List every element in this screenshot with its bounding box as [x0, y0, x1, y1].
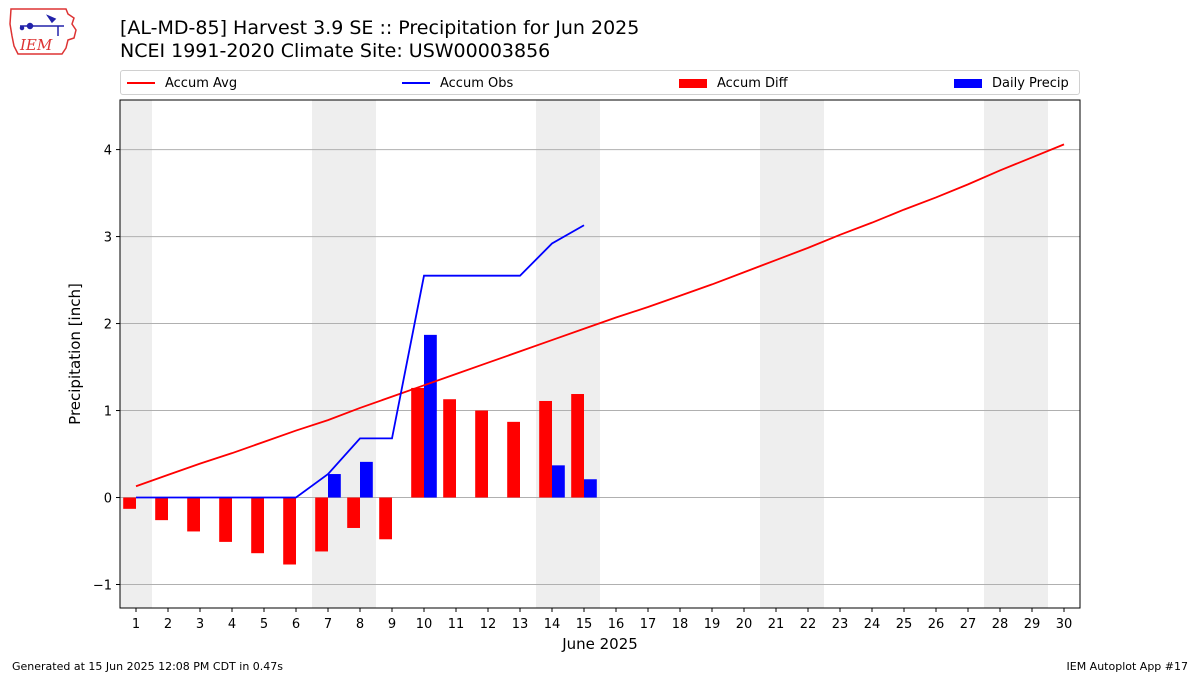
- x-tick-label: 4: [228, 617, 236, 632]
- legend-item-accum-avg: Accum Avg: [127, 73, 237, 93]
- legend-label-accum-obs: Accum Obs: [440, 75, 514, 91]
- legend-swatch-accum-diff: [679, 78, 707, 88]
- x-tick-label: 10: [416, 617, 433, 632]
- weekend-band-3: [760, 100, 824, 608]
- x-tick-label: 6: [292, 617, 300, 632]
- x-axis: 1 2 3 4 5 6 7 8 9 10 11 12 13 14 15 16 17 18 19 20 21 22 23 24 2…: [132, 608, 1072, 632]
- legend-swatch-accum-avg: [127, 82, 155, 84]
- weekend-band-0: [120, 100, 152, 608]
- x-tick-label: 18: [672, 617, 689, 632]
- y-tick-label: 4: [104, 144, 112, 159]
- daily-precip-bar: [584, 479, 597, 498]
- legend-swatch-daily-precip: [954, 78, 982, 88]
- accum-diff-bar: [219, 497, 232, 542]
- daily-precip-bar: [424, 334, 437, 498]
- x-tick-label: 1: [132, 617, 140, 632]
- accum-diff-bar: [571, 394, 584, 498]
- logo-text: IEM: [19, 36, 53, 54]
- y-tick-label: −1: [93, 579, 112, 594]
- x-tick-label: 2: [164, 617, 172, 632]
- legend-item-accum-diff: Accum Diff: [679, 73, 788, 93]
- x-tick-label: 5: [260, 617, 268, 632]
- x-tick-label: 3: [196, 617, 204, 632]
- legend-item-daily-precip: Daily Precip: [954, 73, 1069, 93]
- chart-subtitle: NCEI 1991-2020 Climate Site: USW00003856: [120, 40, 551, 62]
- x-tick-label: 7: [324, 617, 332, 632]
- y-tick-label: 0: [104, 492, 112, 507]
- weather-station-icon: [19, 14, 64, 36]
- x-tick-label: 29: [1024, 617, 1041, 632]
- accum-diff-bar: [539, 400, 552, 498]
- x-tick-label: 8: [356, 617, 364, 632]
- y-axis-label: Precipitation [inch]: [66, 283, 84, 425]
- legend-label-accum-diff: Accum Diff: [717, 75, 788, 91]
- x-tick-label: 21: [768, 617, 785, 632]
- accum-avg-line: [135, 143, 1065, 488]
- x-tick-label: 23: [832, 617, 849, 632]
- daily-precip-bar: [360, 461, 373, 498]
- x-tick-label: 17: [640, 617, 657, 632]
- x-tick-label: 19: [704, 617, 721, 632]
- x-tick-label: 16: [608, 617, 625, 632]
- plot-frame: [119, 99, 1081, 609]
- accum-diff-bar: [379, 497, 392, 540]
- weekend-band-2: [536, 100, 600, 608]
- legend-swatch-accum-obs: [402, 82, 430, 84]
- legend-label-daily-precip: Daily Precip: [992, 75, 1069, 91]
- accum-diff-bar: [411, 387, 424, 498]
- x-tick-label: 15: [576, 617, 593, 632]
- footer-generated-text: Generated at 15 Jun 2025 12:08 PM CDT in…: [12, 660, 284, 673]
- line-series: [135, 143, 1065, 499]
- legend-item-accum-obs: Accum Obs: [402, 73, 513, 93]
- accum-diff-bar: [155, 497, 168, 521]
- x-tick-label: 25: [896, 617, 913, 632]
- weekend-band-4: [984, 100, 1048, 608]
- x-axis-label: June 2025: [561, 635, 638, 653]
- y-tick-label: 2: [104, 318, 112, 333]
- iem-logo: IEM: [9, 8, 77, 55]
- x-tick-label: 24: [864, 617, 881, 632]
- accum-diff-bar: [251, 497, 264, 554]
- footer-app-text: IEM Autoplot App #17: [1066, 660, 1189, 673]
- bar-series: [123, 334, 597, 565]
- x-tick-label: 30: [1056, 617, 1073, 632]
- y-tick-label: 1: [104, 405, 112, 420]
- accum-diff-bar: [475, 410, 488, 498]
- state-outline: [9, 8, 77, 55]
- accum-diff-bar: [507, 421, 520, 498]
- accum-diff-bar: [443, 399, 456, 498]
- chart-legend: Accum Avg Accum Obs Accum Diff Daily Pre…: [120, 70, 1080, 95]
- x-tick-label: 9: [388, 617, 396, 632]
- grid-lines: [120, 149, 1080, 586]
- x-tick-label: 26: [928, 617, 945, 632]
- weekend-shading: [120, 100, 1048, 608]
- daily-precip-bar: [552, 465, 565, 498]
- accum-diff-bar: [187, 497, 200, 532]
- legend-label-accum-avg: Accum Avg: [165, 75, 238, 91]
- x-tick-label: 28: [992, 617, 1009, 632]
- x-tick-label: 13: [512, 617, 529, 632]
- x-tick-label: 12: [480, 617, 497, 632]
- y-axis: −1 0 1 2 3 4: [93, 144, 120, 594]
- accum-diff-bar: [283, 497, 296, 565]
- chart-title: [AL-MD-85] Harvest 3.9 SE :: Precipitati…: [120, 17, 640, 39]
- x-tick-label: 27: [960, 617, 977, 632]
- accum-diff-bar: [347, 497, 360, 528]
- daily-precip-bar: [328, 474, 341, 498]
- x-tick-label: 22: [800, 617, 817, 632]
- accum-obs-line: [136, 224, 585, 499]
- accum-diff-bar: [315, 497, 328, 552]
- x-tick-label: 20: [736, 617, 753, 632]
- x-tick-label: 14: [544, 617, 561, 632]
- accum-diff-bar: [123, 497, 136, 509]
- y-tick-label: 3: [104, 231, 112, 246]
- x-tick-label: 11: [448, 617, 465, 632]
